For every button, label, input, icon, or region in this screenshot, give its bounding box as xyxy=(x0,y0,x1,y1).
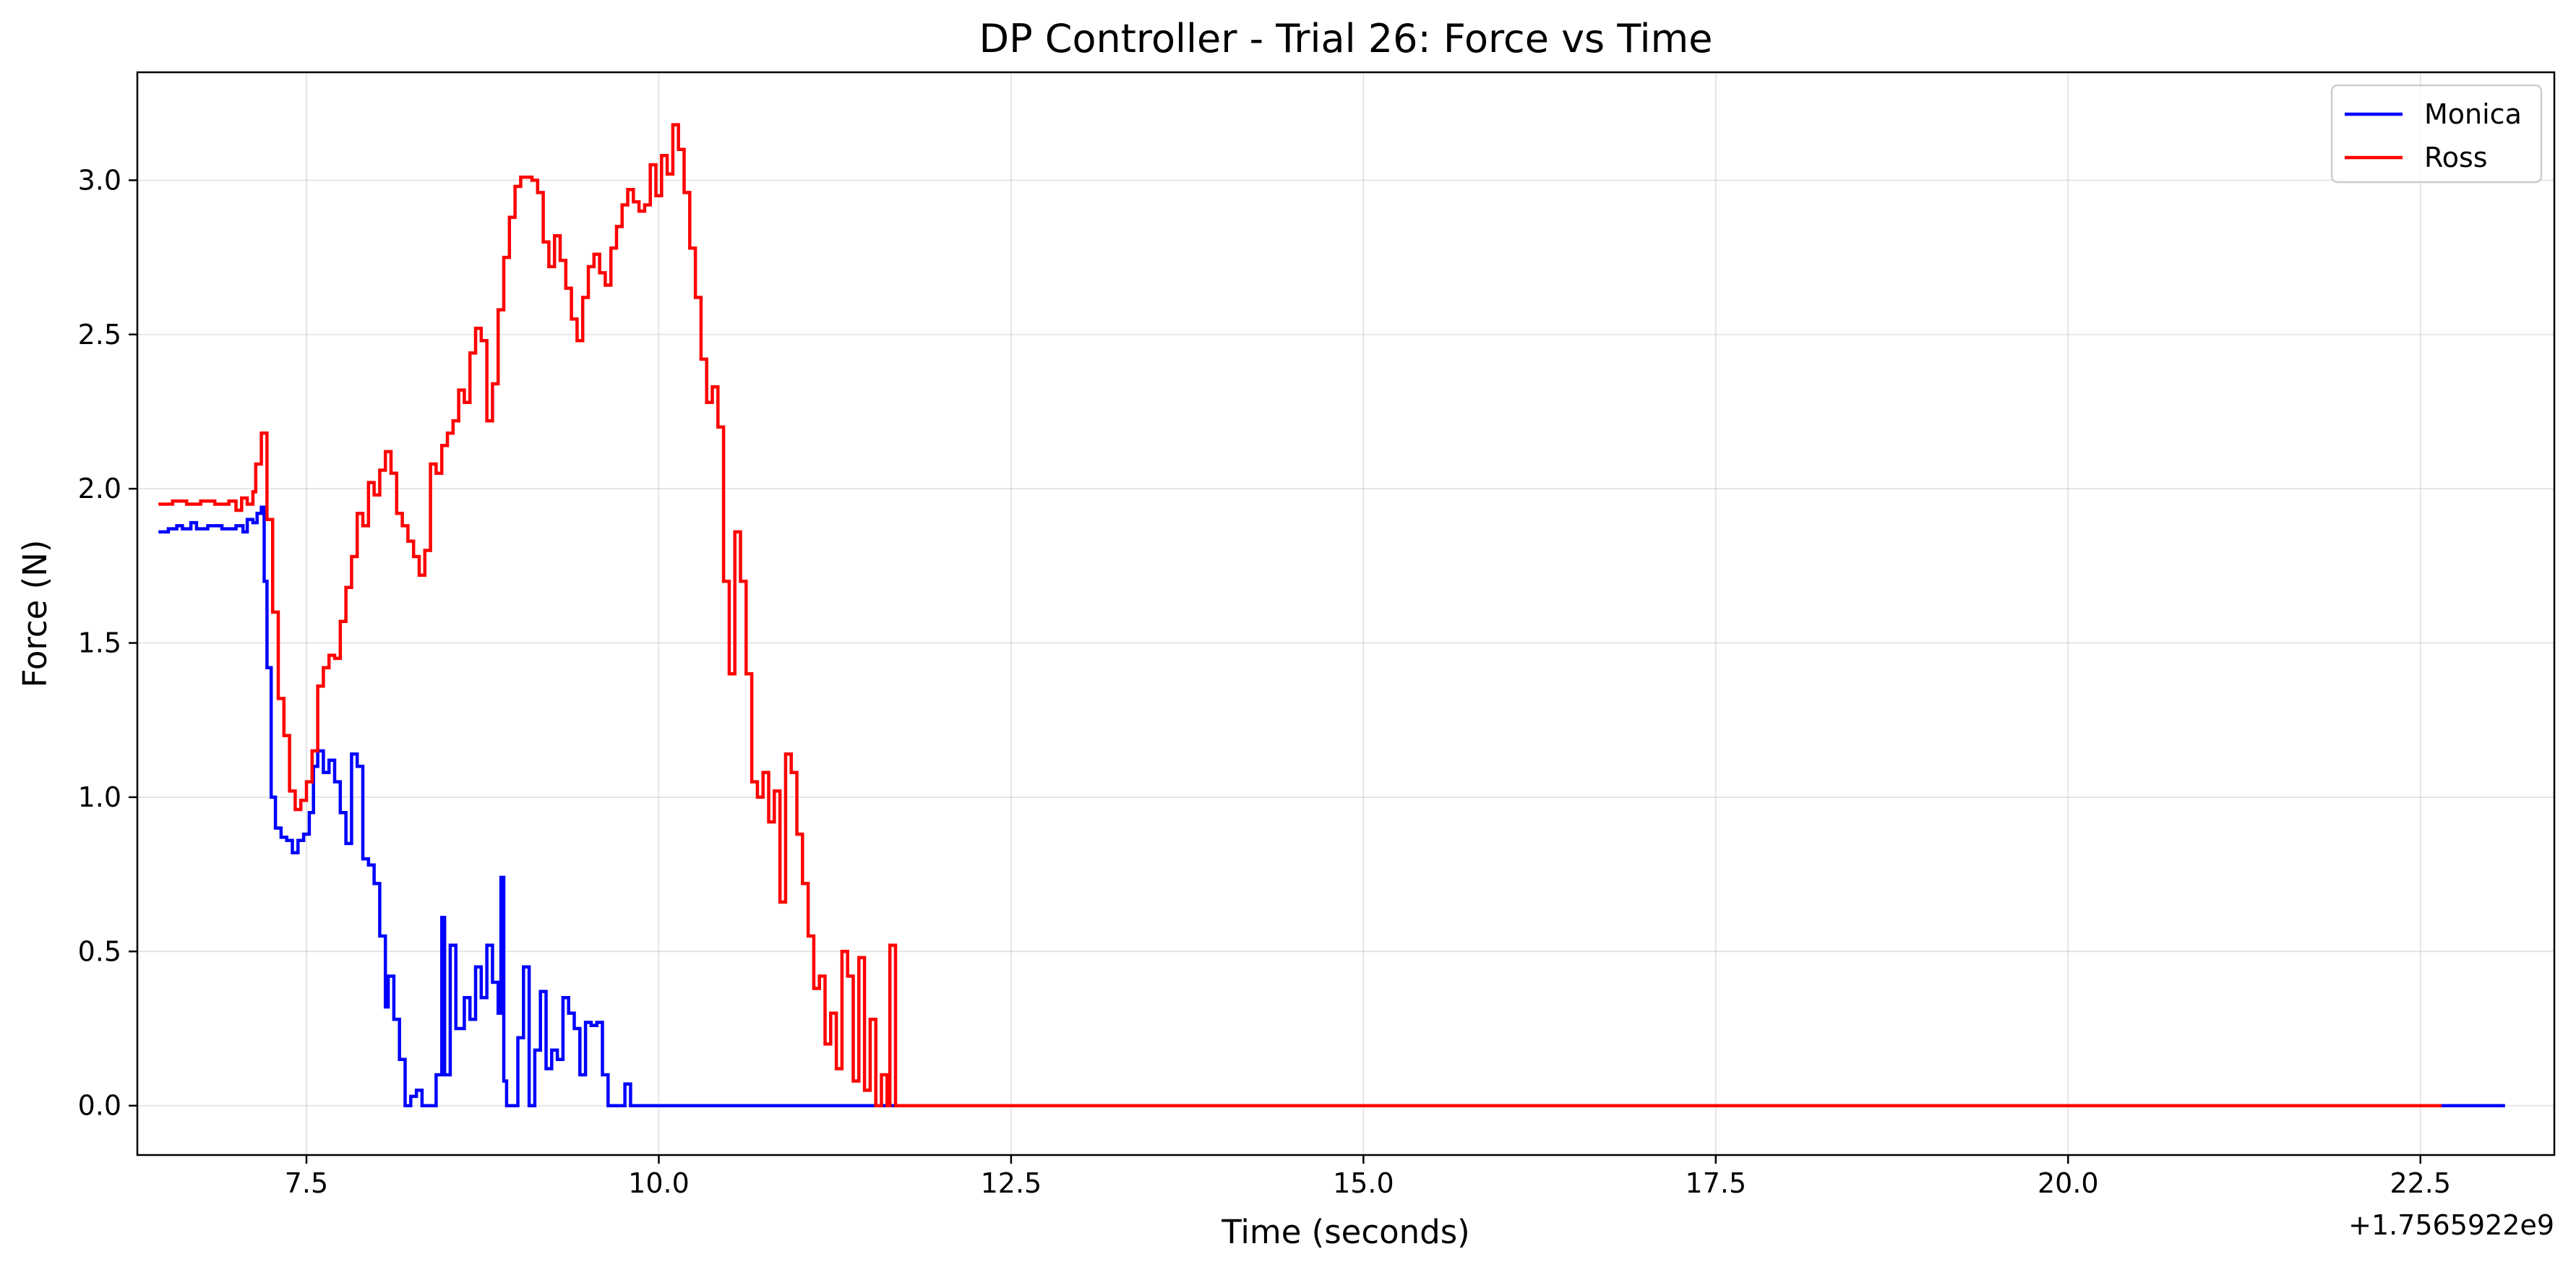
y-tick-label: 1.0 xyxy=(78,781,121,813)
y-tick-label: 0.0 xyxy=(78,1090,121,1122)
x-axis-label: Time (seconds) xyxy=(1221,1213,1469,1251)
series-line-monica xyxy=(158,505,2505,1107)
y-tick-label: 1.5 xyxy=(78,627,121,659)
axis-ticks: 7.5 10.0 12.5 15.0 17.5 20.0 22.5 0.0 0.5 1.0 1.5 2… xyxy=(78,164,2452,1199)
x-tick-label: 20.0 xyxy=(2038,1167,2099,1199)
x-tick-label: 10.0 xyxy=(628,1167,690,1199)
y-axis-label: Force (N) xyxy=(16,540,54,688)
plot-frame xyxy=(136,71,2556,1156)
series-line-ross xyxy=(158,123,2442,1107)
x-tick-label: 7.5 xyxy=(285,1167,328,1199)
grid-lines xyxy=(137,72,2554,1155)
y-tick-label: 0.5 xyxy=(78,935,121,967)
y-tick-label: 2.5 xyxy=(78,319,121,351)
chart-title: DP Controller - Trial 26: Force vs Time xyxy=(979,16,1712,61)
x-tick-label: 22.5 xyxy=(2390,1167,2451,1199)
x-tick-label: 17.5 xyxy=(1686,1167,1747,1199)
legend-label: Ross xyxy=(2424,142,2488,173)
legend: Monica Ross xyxy=(2330,84,2543,184)
x-tick-label: 12.5 xyxy=(981,1167,1042,1199)
x-tick-label: 15.0 xyxy=(1333,1167,1394,1199)
x-axis-offset-label: +1.7565922e9 xyxy=(2348,1209,2554,1241)
legend-label: Monica xyxy=(2424,98,2522,130)
y-tick-label: 3.0 xyxy=(78,164,121,196)
series-layer xyxy=(158,123,2505,1107)
y-tick-label: 2.0 xyxy=(78,473,121,505)
